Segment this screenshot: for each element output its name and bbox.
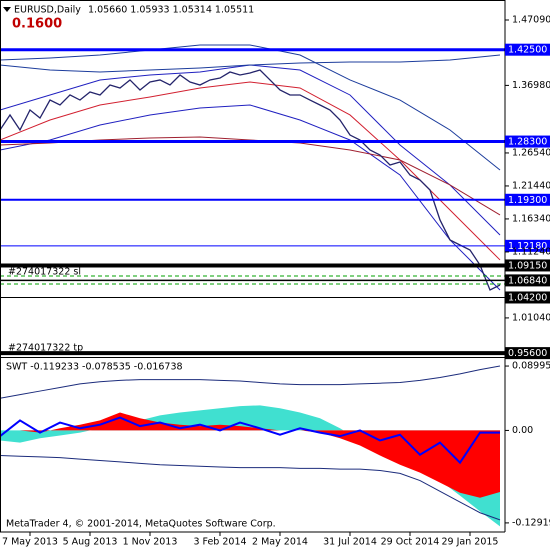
level-label-box (505, 239, 550, 252)
x-tick-label: 7 May 2013 (2, 537, 58, 548)
y-tick-label: 1.11240 (512, 246, 550, 257)
level-label: 1.19300 (508, 195, 547, 206)
menu-triangle (3, 7, 11, 12)
y-tick-label: 1.21440 (512, 180, 550, 191)
line-series (0, 44, 501, 171)
level-label-box (505, 291, 550, 304)
x-tick-label: 5 Aug 2013 (63, 537, 118, 548)
line-series (0, 365, 501, 399)
chart-title: EURUSD,Daily (14, 5, 81, 16)
level-label: 1.12180 (508, 241, 547, 252)
y-tick-label: 0.00 (512, 425, 533, 436)
labels: EURUSD,Daily 1.05660 1.05933 1.05314 1.0… (3, 5, 550, 530)
level-label-box (505, 347, 550, 360)
quote: 1.05660 1.05933 1.05314 1.05511 (88, 5, 254, 16)
level-label-box (505, 259, 550, 272)
x-tick-label: 2 May 2014 (252, 537, 308, 548)
level-label-box (505, 274, 550, 287)
y-tick-label: 1.36980 (512, 80, 550, 91)
order-label: #274017322 tp (8, 343, 83, 354)
indicator-panel (0, 365, 501, 527)
line-series (0, 416, 500, 465)
indicator-title: SWT -0.119233 -0.078535 -0.016738 (6, 362, 183, 373)
footer: MetaTrader 4, © 2001-2014, MetaQuotes So… (6, 519, 276, 530)
level-label: 1.42500 (508, 45, 547, 56)
line-series (0, 54, 501, 73)
y-tick-label: 1.47090 (512, 14, 550, 25)
x-tick-label: 3 Feb 2014 (193, 537, 246, 548)
line-series (0, 69, 501, 291)
y-tick-label: 1.26540 (512, 147, 550, 158)
y-tick-label: 1.16340 (512, 213, 550, 224)
x-tick-label: 31 Jul 2014 (323, 537, 377, 548)
level-label: 1.04200 (508, 292, 547, 303)
subtitle: 0.1600 (12, 17, 62, 32)
level-label: 1.28300 (508, 137, 547, 148)
line-series (0, 454, 501, 521)
y-tick-label: 0.089952 (512, 361, 550, 372)
order-lines (0, 275, 505, 285)
y-tick-label: -0.129194 (512, 517, 550, 528)
level-label: 1.06840 (508, 275, 547, 286)
price-panel (0, 44, 505, 356)
level-label-box (505, 193, 550, 206)
area-series (0, 412, 500, 498)
level-label: 0.95600 (508, 348, 547, 359)
x-tick-label: 29 Oct 2014 (381, 537, 440, 548)
x-tick-label: 29 Jan 2015 (442, 537, 499, 548)
level-label: 1.09150 (508, 260, 547, 271)
order-label: #274017322 sl (8, 267, 81, 278)
level-label-box (505, 43, 550, 56)
x-tick-label: 1 Nov 2013 (123, 537, 178, 548)
level-label-box (505, 135, 550, 148)
line-series (0, 104, 501, 291)
y-tick-label: 1.01040 (512, 312, 550, 323)
line-series (0, 81, 501, 261)
